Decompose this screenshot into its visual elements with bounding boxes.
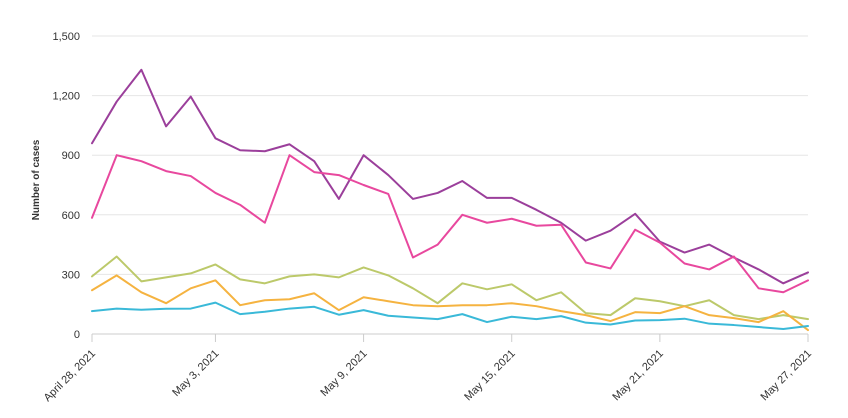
series-line-4 [91,274,809,332]
series-line-3 [91,255,809,321]
series-line-1 [91,68,809,285]
series-layer [91,68,809,332]
y-tick-label: 0 [74,329,80,341]
x-axis: April 28, 2021 May 3, 2021 May 9, 2021 May … [42,333,815,404]
y-tick-label: 1,500 [52,31,80,43]
grid-layer [92,35,808,275]
x-tick-label: May 21, 2021 [610,348,666,404]
x-tick-label: April 28, 2021 [42,348,98,404]
series-line-2 [91,154,809,294]
x-tick-label: May 15, 2021 [462,348,518,404]
series-line-5 [91,301,809,331]
x-tick-label: May 27, 2021 [759,348,815,404]
x-tick-label: May 9, 2021 [318,348,369,399]
y-tick-label: 300 [62,269,80,281]
y-tick-label: 900 [62,150,80,162]
y-axis-title: Number of cases [31,139,42,220]
y-axis: 0 300 600 900 1,200 1,500 [52,31,80,341]
y-tick-label: 1,200 [52,91,80,103]
x-tick-label: May 3, 2021 [170,348,221,399]
y-tick-label: 600 [62,210,80,222]
